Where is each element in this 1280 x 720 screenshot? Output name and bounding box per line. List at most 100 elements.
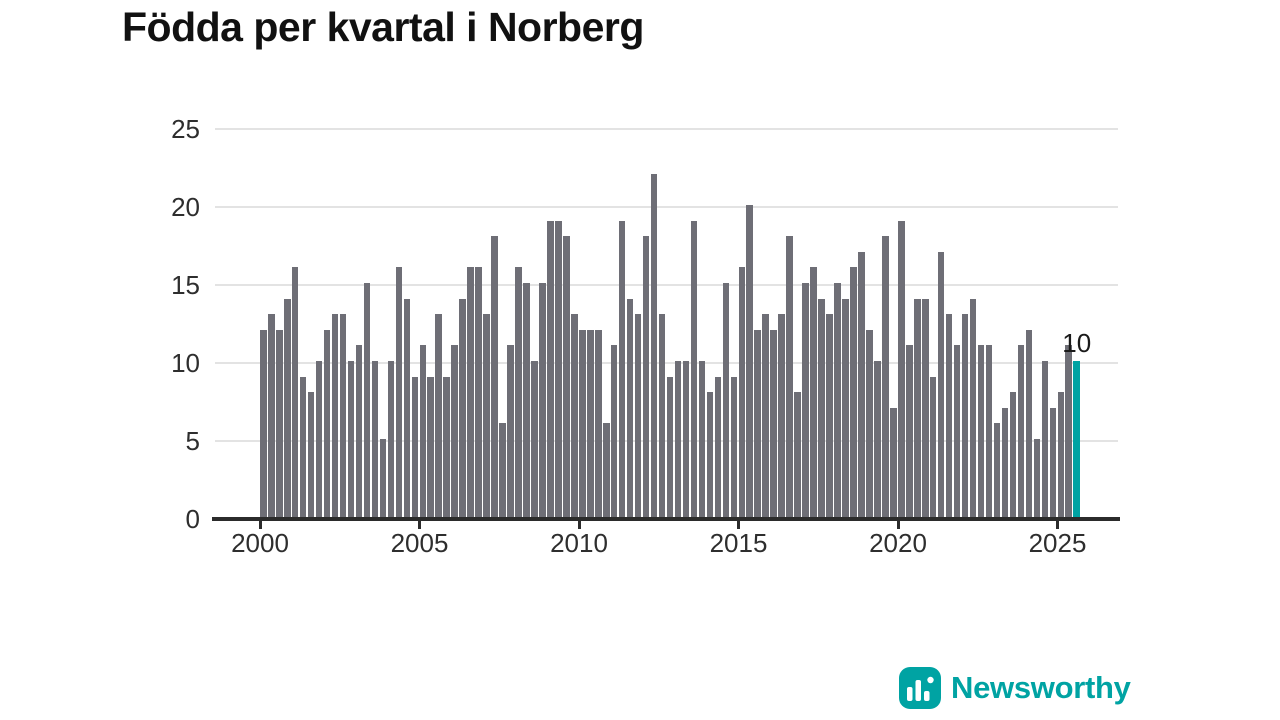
bar — [682, 361, 690, 517]
x-tick-label-2020: 2020 — [869, 528, 927, 558]
x-tick-2005 — [418, 521, 421, 529]
y-tick-label-20: 20 — [171, 192, 200, 222]
y-tick-label-25: 25 — [171, 114, 200, 144]
bar — [291, 267, 299, 517]
bar — [738, 267, 746, 517]
bar — [387, 361, 395, 517]
bar — [937, 251, 945, 517]
bar — [1065, 345, 1073, 517]
bar — [666, 376, 674, 517]
bar — [842, 298, 849, 517]
bar — [826, 314, 833, 517]
gridline-y-5 — [215, 440, 1118, 442]
bar — [602, 423, 610, 517]
bar — [913, 298, 921, 517]
bar — [626, 298, 634, 517]
bar — [267, 314, 275, 517]
bar — [921, 298, 929, 517]
bar — [555, 220, 562, 517]
bar — [993, 423, 1001, 517]
bar — [363, 283, 371, 517]
x-tick-2020 — [896, 521, 900, 529]
bar — [299, 376, 307, 517]
gridline-y-10 — [215, 362, 1118, 364]
bar — [467, 267, 474, 517]
bar — [395, 267, 403, 517]
bar — [762, 314, 770, 517]
bar — [985, 345, 993, 517]
bar — [307, 392, 315, 517]
bar — [403, 298, 411, 517]
x-tick-2000 — [258, 521, 262, 529]
bar — [315, 361, 323, 517]
y-tick-label-0: 0 — [185, 504, 200, 534]
bar — [714, 376, 722, 517]
x-tick-label-2005: 2005 — [390, 528, 449, 558]
chart-title: Födda per kvartal i Norberg — [122, 4, 644, 50]
bar — [658, 314, 666, 517]
bar — [435, 314, 443, 517]
bar — [260, 329, 267, 517]
bar — [459, 298, 466, 517]
bar-highlight-latest — [1073, 361, 1081, 517]
bar — [451, 345, 458, 517]
bar — [834, 283, 841, 517]
bar — [866, 329, 873, 517]
plot-area — [212, 128, 1120, 529]
bar — [618, 220, 626, 517]
x-tick-2025 — [1056, 521, 1059, 529]
bar — [1057, 392, 1065, 517]
bar — [339, 314, 347, 517]
bar — [634, 314, 642, 517]
bar — [491, 236, 498, 517]
brand-name: Newsworthy — [951, 670, 1131, 705]
bar — [323, 329, 331, 517]
y-tick-label-5: 5 — [185, 426, 200, 456]
bar — [283, 298, 291, 517]
bar — [531, 361, 538, 517]
bar — [850, 267, 857, 517]
bar — [515, 267, 522, 517]
bar — [746, 205, 754, 517]
branding: Newsworthy — [899, 667, 1131, 709]
bar — [547, 220, 554, 517]
bar — [706, 392, 714, 517]
bar — [483, 314, 490, 517]
x-tick-label-2025: 2025 — [1028, 528, 1087, 558]
bar — [818, 298, 825, 517]
bar — [754, 329, 762, 517]
bar — [969, 298, 977, 517]
gridline-y-25 — [215, 128, 1118, 130]
bar — [347, 361, 355, 517]
last-bar-value-label: 10 — [1062, 328, 1092, 358]
x-tick-label-2010: 2010 — [550, 528, 608, 558]
bar — [858, 251, 865, 517]
bar — [1001, 407, 1009, 517]
bar — [778, 314, 785, 517]
y-tick-label-15: 15 — [171, 270, 200, 300]
bar — [945, 314, 953, 517]
bar — [610, 345, 618, 517]
bar — [355, 345, 363, 517]
bar — [419, 345, 427, 517]
bar — [331, 314, 339, 517]
bar — [523, 283, 530, 517]
bar — [905, 345, 913, 517]
bar — [674, 361, 682, 517]
y-tick-label-10: 10 — [171, 348, 200, 378]
bar — [650, 173, 658, 517]
bar — [539, 283, 546, 517]
bar — [730, 376, 738, 517]
bar — [427, 376, 435, 517]
bar — [1025, 329, 1033, 517]
x-axis-line — [212, 517, 1120, 521]
bar — [507, 345, 514, 517]
bar — [890, 407, 897, 517]
bar — [642, 236, 650, 517]
bar — [1033, 439, 1041, 517]
bar — [961, 314, 969, 517]
bar — [977, 345, 985, 517]
bar — [770, 329, 777, 517]
bar — [722, 283, 730, 517]
